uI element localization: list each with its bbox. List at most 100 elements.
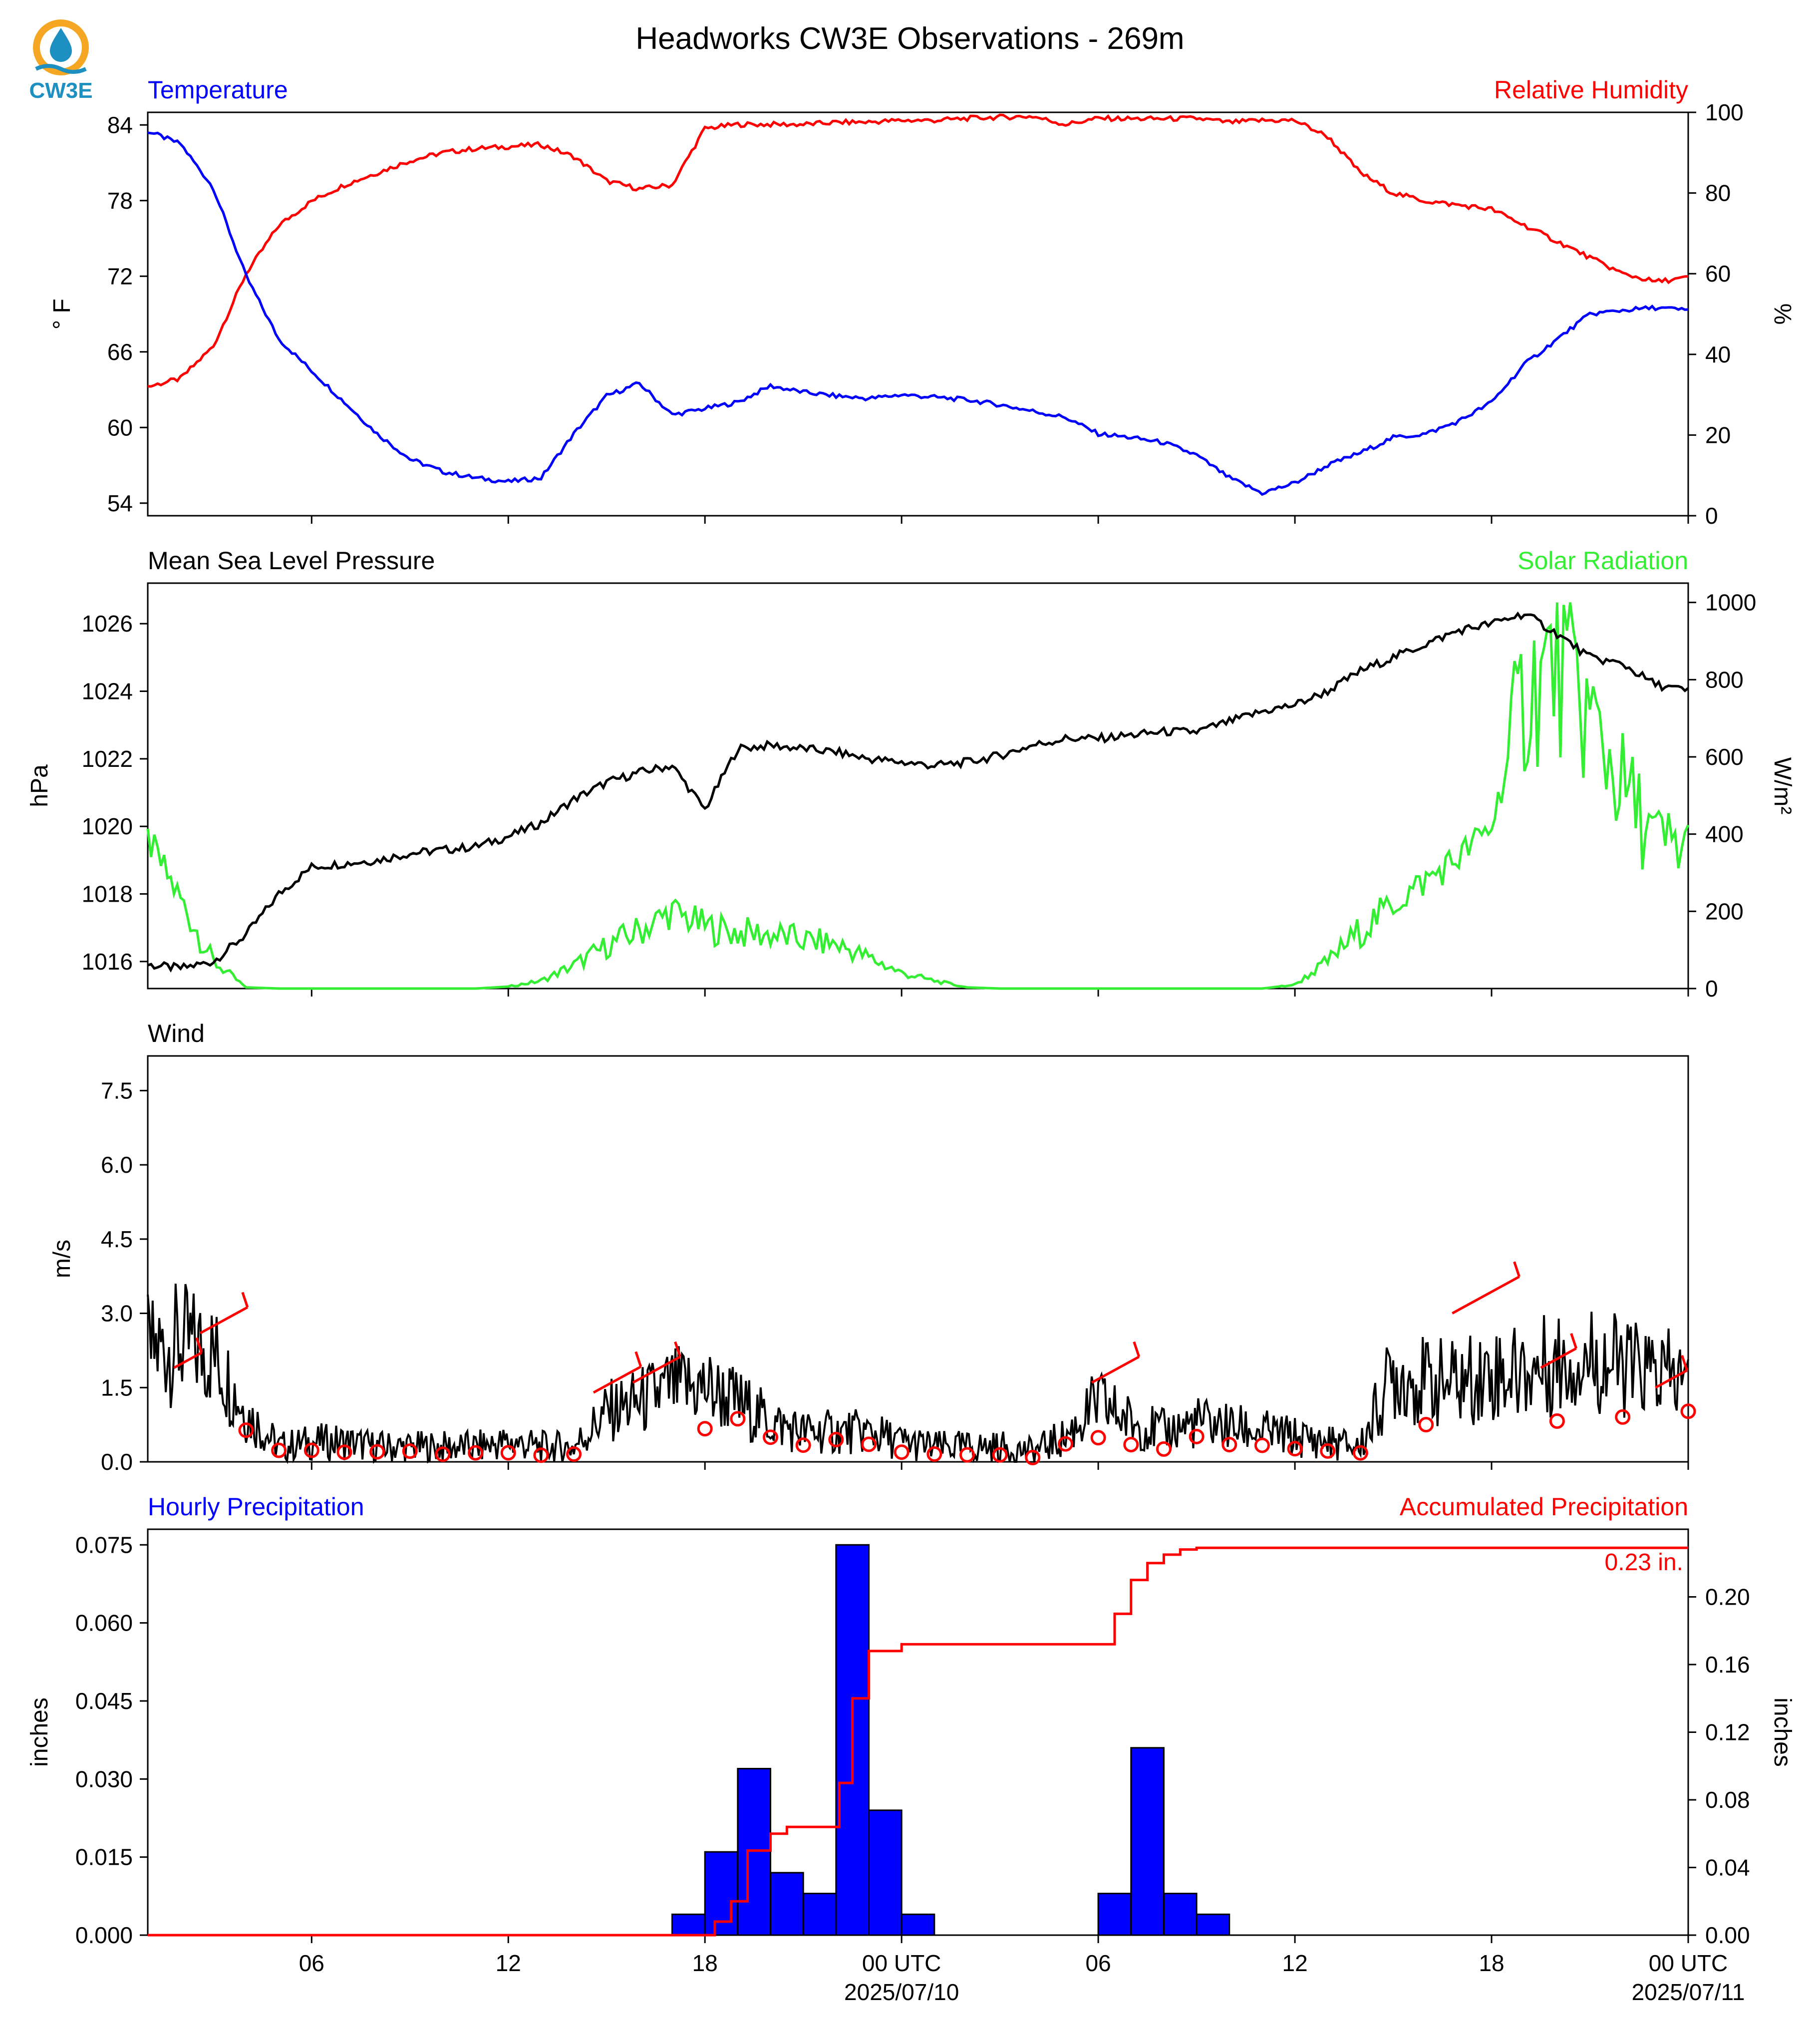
panel-title-left: Mean Sea Level Pressure (148, 547, 435, 575)
wind-calm-marker (861, 1436, 877, 1452)
y-axis-title-left: inches (26, 1697, 53, 1767)
precip-bar (1163, 1893, 1198, 1936)
wind-calm-marker (533, 1447, 549, 1463)
panel-pressure_solar: 1016 1018 1020 1022 1024 1026 0 200 400 600 800 100… (26, 547, 1796, 1002)
wind-calm-marker (1352, 1445, 1368, 1461)
wind-calm-marker (730, 1411, 746, 1427)
wind-calm-marker (566, 1446, 582, 1462)
precip-bar (737, 1767, 772, 1936)
logo-wave-icon (35, 64, 87, 74)
y-tick-label-right: 1000 (1705, 590, 1756, 616)
x-tick-label: 06 (299, 1950, 324, 1976)
x-tick-label: 00 UTC (1649, 1950, 1728, 1976)
wind-calm-marker (468, 1445, 484, 1461)
panel-precip: 0.000 0.015 0.030 0.045 0.060 0.075 0.00 0.04 0.… (26, 1493, 1796, 2005)
panel-temp_rh: 54 60 66 72 78 84 0 20 40 60 80 100 Temperature Relat… (49, 76, 1796, 529)
wind-calm-marker (959, 1447, 975, 1463)
wind-calm-marker (763, 1429, 779, 1445)
y-tick-label-right: 60 (1705, 261, 1731, 287)
wind-barb (1540, 1347, 1577, 1369)
y-tick-label-right: 200 (1705, 898, 1744, 924)
y-tick-label-left: 6.0 (101, 1152, 133, 1178)
wind-calm-marker (795, 1437, 811, 1453)
precip-bar (770, 1872, 804, 1936)
y-tick-label-right: 0.04 (1705, 1855, 1750, 1881)
wind-calm-marker (1156, 1441, 1172, 1457)
panel-wind: 0.0 1.5 3.0 4.5 6.0 7.5 Wind m/s (49, 1019, 1696, 1475)
y-axis-title-right: W/m² (1769, 757, 1796, 815)
accumulated-precip-line (148, 1546, 1688, 1937)
precip-bar (901, 1913, 935, 1936)
wind-calm-marker (1025, 1449, 1041, 1465)
wind-calm-marker (1320, 1443, 1336, 1459)
wind-calm-marker (500, 1445, 516, 1461)
wind-barb (593, 1365, 641, 1394)
wind-barb-flag (1681, 1354, 1688, 1371)
wind-barb-flag (674, 1341, 681, 1357)
y-tick-label-left: 72 (107, 263, 133, 289)
y-tick-label-left: 60 (107, 414, 133, 440)
y-tick-label-left: 4.5 (101, 1226, 133, 1252)
y-tick-label-right: 0.08 (1705, 1787, 1750, 1813)
wind-calm-marker (336, 1444, 352, 1460)
y-tick-label-right: 0 (1705, 976, 1718, 1002)
y-tick-label-left: 0.030 (75, 1766, 133, 1792)
precip-bar (802, 1893, 837, 1936)
y-tick-label-left: 3.0 (101, 1301, 133, 1327)
y-tick-label-right: 0 (1705, 503, 1718, 529)
y-tick-label-left: 78 (107, 188, 133, 214)
wind-barb-flag (1570, 1333, 1577, 1349)
wind-barb (1091, 1355, 1140, 1384)
temperature-line (147, 131, 1689, 496)
y-tick-label-right: 0.16 (1705, 1652, 1750, 1678)
panel-frame-pressure_solar (147, 582, 1689, 990)
y-tick-label-left: 0.0 (101, 1449, 133, 1475)
y-tick-label-left: 0.045 (75, 1688, 133, 1714)
y-tick-label-right: 800 (1705, 667, 1744, 692)
wind-barb (199, 1306, 249, 1335)
x-tick-label: 18 (1479, 1950, 1504, 1976)
cw3e-logo: CW3E (29, 19, 93, 103)
y-axis-title-right: inches (1769, 1697, 1796, 1767)
y-tick-label-left: 1026 (82, 611, 133, 637)
wind-barb (1452, 1276, 1520, 1315)
y-tick-label-left: 66 (107, 339, 133, 365)
y-axis-title-right: % (1769, 304, 1796, 325)
panel-title-left: Wind (148, 1019, 205, 1047)
y-tick-label-right: 40 (1705, 341, 1731, 367)
x-tick-date: 2025/07/10 (844, 1979, 959, 2005)
precip-bar (1196, 1913, 1230, 1936)
y-tick-label-left: 1.5 (101, 1374, 133, 1400)
wind-calm-marker (697, 1421, 713, 1437)
x-tick-label: 06 (1086, 1950, 1111, 1976)
wind-barb-flag (1133, 1341, 1141, 1357)
wind-calm-marker (1287, 1441, 1303, 1457)
wind-calm-marker (894, 1444, 910, 1460)
wind-calm-marker (1123, 1436, 1139, 1452)
wind-calm-marker (1189, 1428, 1205, 1444)
y-tick-label-left: 84 (107, 112, 133, 138)
wind-barb (1655, 1369, 1688, 1389)
y-tick-label-left: 1016 (82, 949, 133, 975)
wind-calm-marker (828, 1431, 844, 1447)
pressure-line (147, 611, 1689, 973)
wind-barb-flag (1513, 1261, 1520, 1277)
wind-calm-marker (926, 1446, 942, 1462)
panel-title-right: Relative Humidity (1494, 76, 1688, 104)
wind-calm-marker (238, 1422, 254, 1438)
x-tick-label: 12 (496, 1950, 521, 1976)
y-tick-label-left: 1018 (82, 881, 133, 907)
wind-calm-marker (1221, 1437, 1237, 1453)
wind-barb (173, 1352, 203, 1369)
logo-drop-icon (50, 28, 72, 62)
wind-calm-marker (1418, 1417, 1434, 1433)
precip-bar (1097, 1893, 1132, 1936)
y-tick-label-left: 0.000 (75, 1922, 133, 1948)
y-tick-label-left: 54 (107, 490, 133, 516)
wind-barb-flag (634, 1351, 642, 1367)
panel-title-left: Temperature (148, 76, 288, 104)
main-title: Headworks CW3E Observations - 269m (635, 21, 1184, 56)
precip-bar (868, 1809, 903, 1936)
